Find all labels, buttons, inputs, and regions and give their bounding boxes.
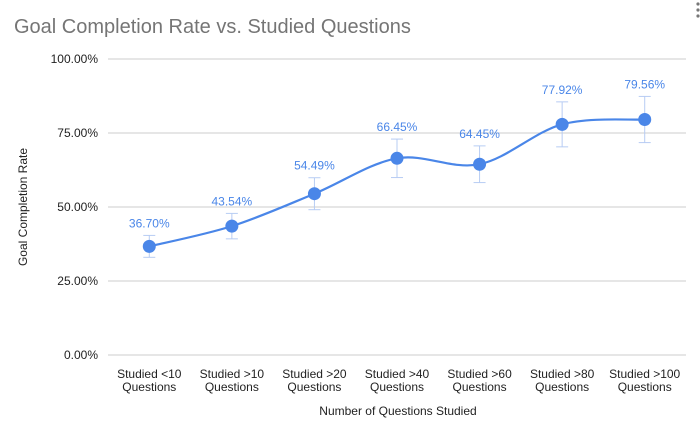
data-point [142, 239, 156, 253]
data-point [225, 219, 239, 233]
data-point [555, 117, 569, 131]
data-point [638, 113, 652, 127]
x-tick-label: Studied >100 [609, 367, 680, 381]
x-tick-label: Studied >10 [200, 367, 265, 381]
x-tick-label: Questions [370, 380, 424, 394]
chart-title: Goal Completion Rate vs. Studied Questio… [14, 16, 411, 38]
x-tick-label: Questions [122, 380, 176, 394]
y-axis-label: Goal Completion Rate [16, 148, 30, 266]
more-vert-icon[interactable] [696, 2, 700, 18]
x-tick-label: Studied >40 [365, 367, 430, 381]
data-label: 54.49% [294, 159, 335, 173]
data-label: 43.54% [212, 194, 253, 208]
x-tick-label: Questions [287, 380, 341, 394]
x-tick-label: Questions [618, 380, 672, 394]
y-tick-label: 0.00% [64, 348, 98, 362]
data-label: 64.45% [459, 127, 500, 141]
data-label: 36.70% [129, 216, 170, 230]
x-tick-label: Studied >60 [447, 367, 512, 381]
x-tick-label: Questions [535, 380, 589, 394]
y-tick-label: 50.00% [57, 200, 98, 214]
x-tick-label: Studied >80 [530, 367, 595, 381]
x-tick-label: Studied >20 [282, 367, 347, 381]
x-tick-label: Questions [453, 380, 507, 394]
data-point [473, 157, 487, 171]
y-tick-label: 25.00% [57, 274, 98, 288]
data-point [390, 151, 404, 165]
series-line [149, 118, 645, 248]
y-tick-label: 100.00% [51, 52, 99, 66]
x-axis-label: Number of Questions Studied [319, 404, 476, 418]
data-label: 66.45% [377, 120, 418, 134]
data-label: 77.92% [542, 83, 583, 97]
data-label: 79.56% [624, 77, 665, 91]
data-point [307, 187, 321, 201]
x-tick-label: Questions [205, 380, 259, 394]
x-tick-label: Studied <10 [117, 367, 182, 381]
y-tick-label: 75.00% [57, 126, 98, 140]
